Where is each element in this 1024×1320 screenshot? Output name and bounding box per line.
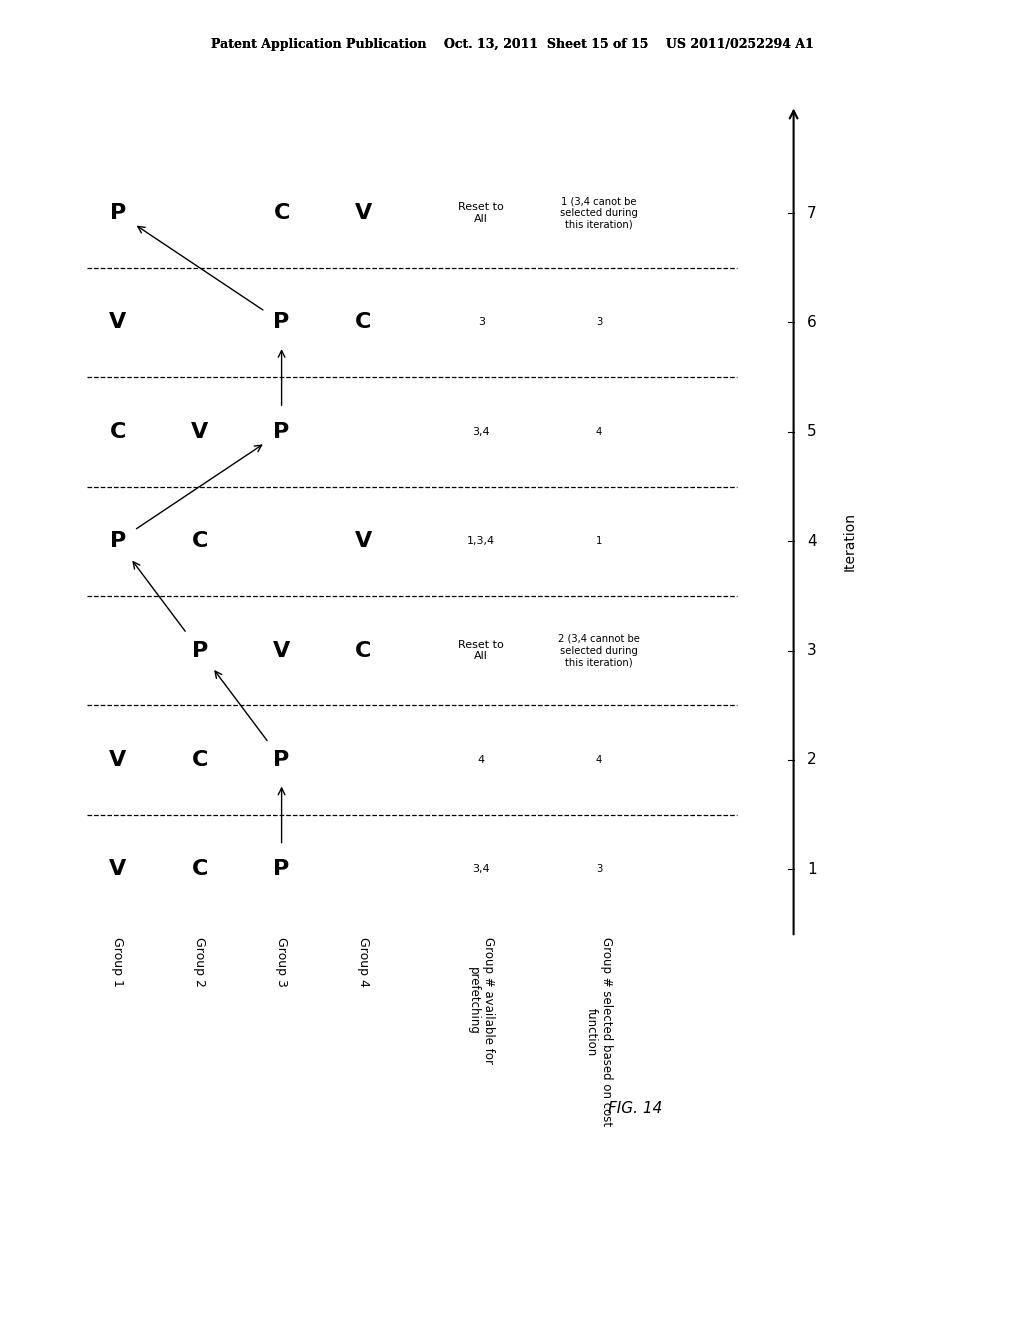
Text: Group 2: Group 2	[194, 937, 206, 987]
Text: V: V	[355, 531, 372, 552]
Text: C: C	[191, 531, 208, 552]
Text: 3: 3	[478, 317, 484, 327]
Text: V: V	[110, 750, 126, 770]
Text: 3: 3	[596, 865, 602, 874]
Text: Group 4: Group 4	[357, 937, 370, 987]
Text: Reset to
All: Reset to All	[459, 202, 504, 224]
Text: P: P	[273, 859, 290, 879]
Text: 2 (3,4 cannot be
selected during
this iteration): 2 (3,4 cannot be selected during this it…	[558, 634, 640, 667]
Text: 3,4: 3,4	[472, 426, 490, 437]
Text: 2: 2	[807, 752, 817, 767]
Text: 1: 1	[596, 536, 602, 546]
Text: C: C	[191, 859, 208, 879]
Text: Group 3: Group 3	[275, 937, 288, 987]
Text: Group # selected based on cost
function: Group # selected based on cost function	[585, 937, 613, 1126]
Text: P: P	[110, 531, 126, 552]
Text: FIG. 14: FIG. 14	[607, 1101, 663, 1117]
Text: C: C	[273, 203, 290, 223]
Text: Iteration: Iteration	[843, 512, 857, 570]
Text: 3,4: 3,4	[472, 865, 490, 874]
Text: P: P	[273, 422, 290, 442]
Text: Reset to
All: Reset to All	[459, 640, 504, 661]
Text: V: V	[110, 859, 126, 879]
Text: Patent Application Publication    Oct. 13, 2011  Sheet 15 of 15    US 2011/02522: Patent Application Publication Oct. 13, …	[211, 38, 813, 51]
Text: 6: 6	[807, 315, 817, 330]
Text: V: V	[273, 640, 290, 660]
Text: 4: 4	[596, 426, 602, 437]
Text: 1 (3,4 canot be
selected during
this iteration): 1 (3,4 canot be selected during this ite…	[560, 197, 638, 230]
Text: 4: 4	[478, 755, 484, 766]
Text: C: C	[191, 750, 208, 770]
Text: C: C	[110, 422, 126, 442]
Text: P: P	[273, 313, 290, 333]
Text: 3: 3	[596, 317, 602, 327]
Text: 4: 4	[596, 755, 602, 766]
Text: 3: 3	[807, 643, 817, 659]
Text: Patent Application Publication    Oct. 13, 2011  Sheet 15 of 15    US 2011/02522: Patent Application Publication Oct. 13, …	[211, 38, 813, 51]
Text: Group # available for
prefetching: Group # available for prefetching	[467, 937, 496, 1064]
Text: 4: 4	[807, 533, 817, 549]
Text: 1,3,4: 1,3,4	[467, 536, 496, 546]
Text: V: V	[191, 422, 208, 442]
Text: P: P	[273, 750, 290, 770]
Text: C: C	[355, 313, 372, 333]
Text: C: C	[355, 640, 372, 660]
Text: Group 1: Group 1	[112, 937, 124, 987]
Text: 1: 1	[807, 862, 817, 876]
Text: V: V	[110, 313, 126, 333]
Text: P: P	[191, 640, 208, 660]
Text: 7: 7	[807, 206, 817, 220]
Text: V: V	[355, 203, 372, 223]
Text: P: P	[110, 203, 126, 223]
Text: 5: 5	[807, 424, 817, 440]
